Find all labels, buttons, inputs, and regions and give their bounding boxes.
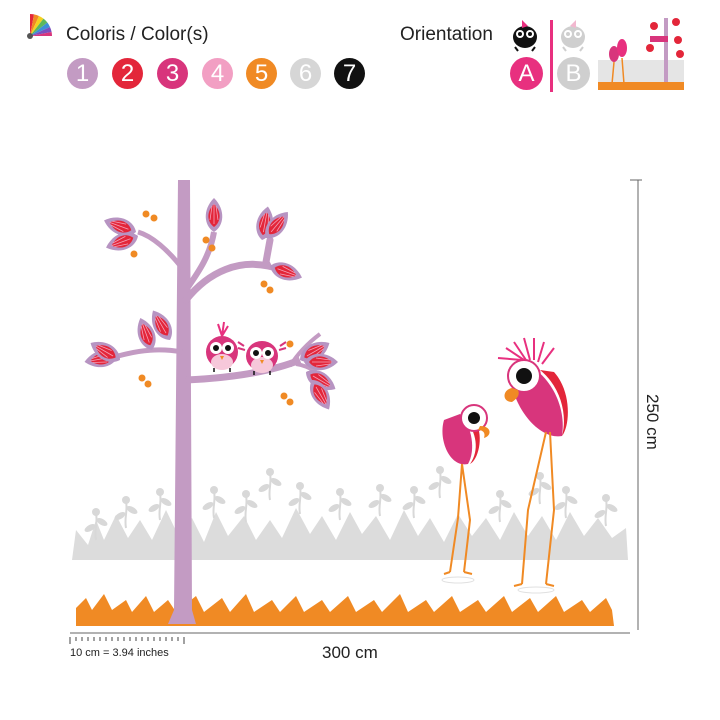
small-long-legged-bird	[441, 404, 490, 584]
bird-mirrored-icon	[561, 20, 585, 52]
width-dimension-label: 300 cm	[322, 643, 378, 662]
colors-title: Coloris / Color(s)	[66, 24, 209, 45]
swatch-6[interactable]: 6	[290, 58, 321, 89]
height-dimension-label: 250 cm	[643, 394, 662, 450]
orientation-divider	[550, 20, 553, 92]
orientation-title: Orientation	[400, 24, 493, 45]
swatch-7[interactable]: 7	[334, 58, 365, 89]
swatch-4[interactable]: 4	[202, 58, 233, 89]
swatch-2[interactable]: 2	[112, 58, 143, 89]
color-fan-icon	[27, 14, 52, 39]
orange-grass-strip	[76, 594, 614, 626]
big-long-legged-bird	[497, 337, 568, 594]
orientation-preview-thumbnail	[598, 18, 684, 90]
bird-icon	[513, 20, 537, 52]
scale-ruler	[69, 637, 185, 644]
small-birds-on-branch	[206, 321, 287, 375]
orientation-option-a[interactable]: A	[510, 57, 543, 90]
swatch-3[interactable]: 3	[157, 58, 188, 89]
tree	[82, 180, 340, 624]
grey-grass-band	[72, 465, 628, 560]
scale-label: 10 cm = 3.94 inches	[70, 647, 169, 659]
orientation-option-b[interactable]: B	[557, 57, 590, 90]
swatch-5[interactable]: 5	[246, 58, 277, 89]
swatch-1[interactable]: 1	[67, 58, 98, 89]
